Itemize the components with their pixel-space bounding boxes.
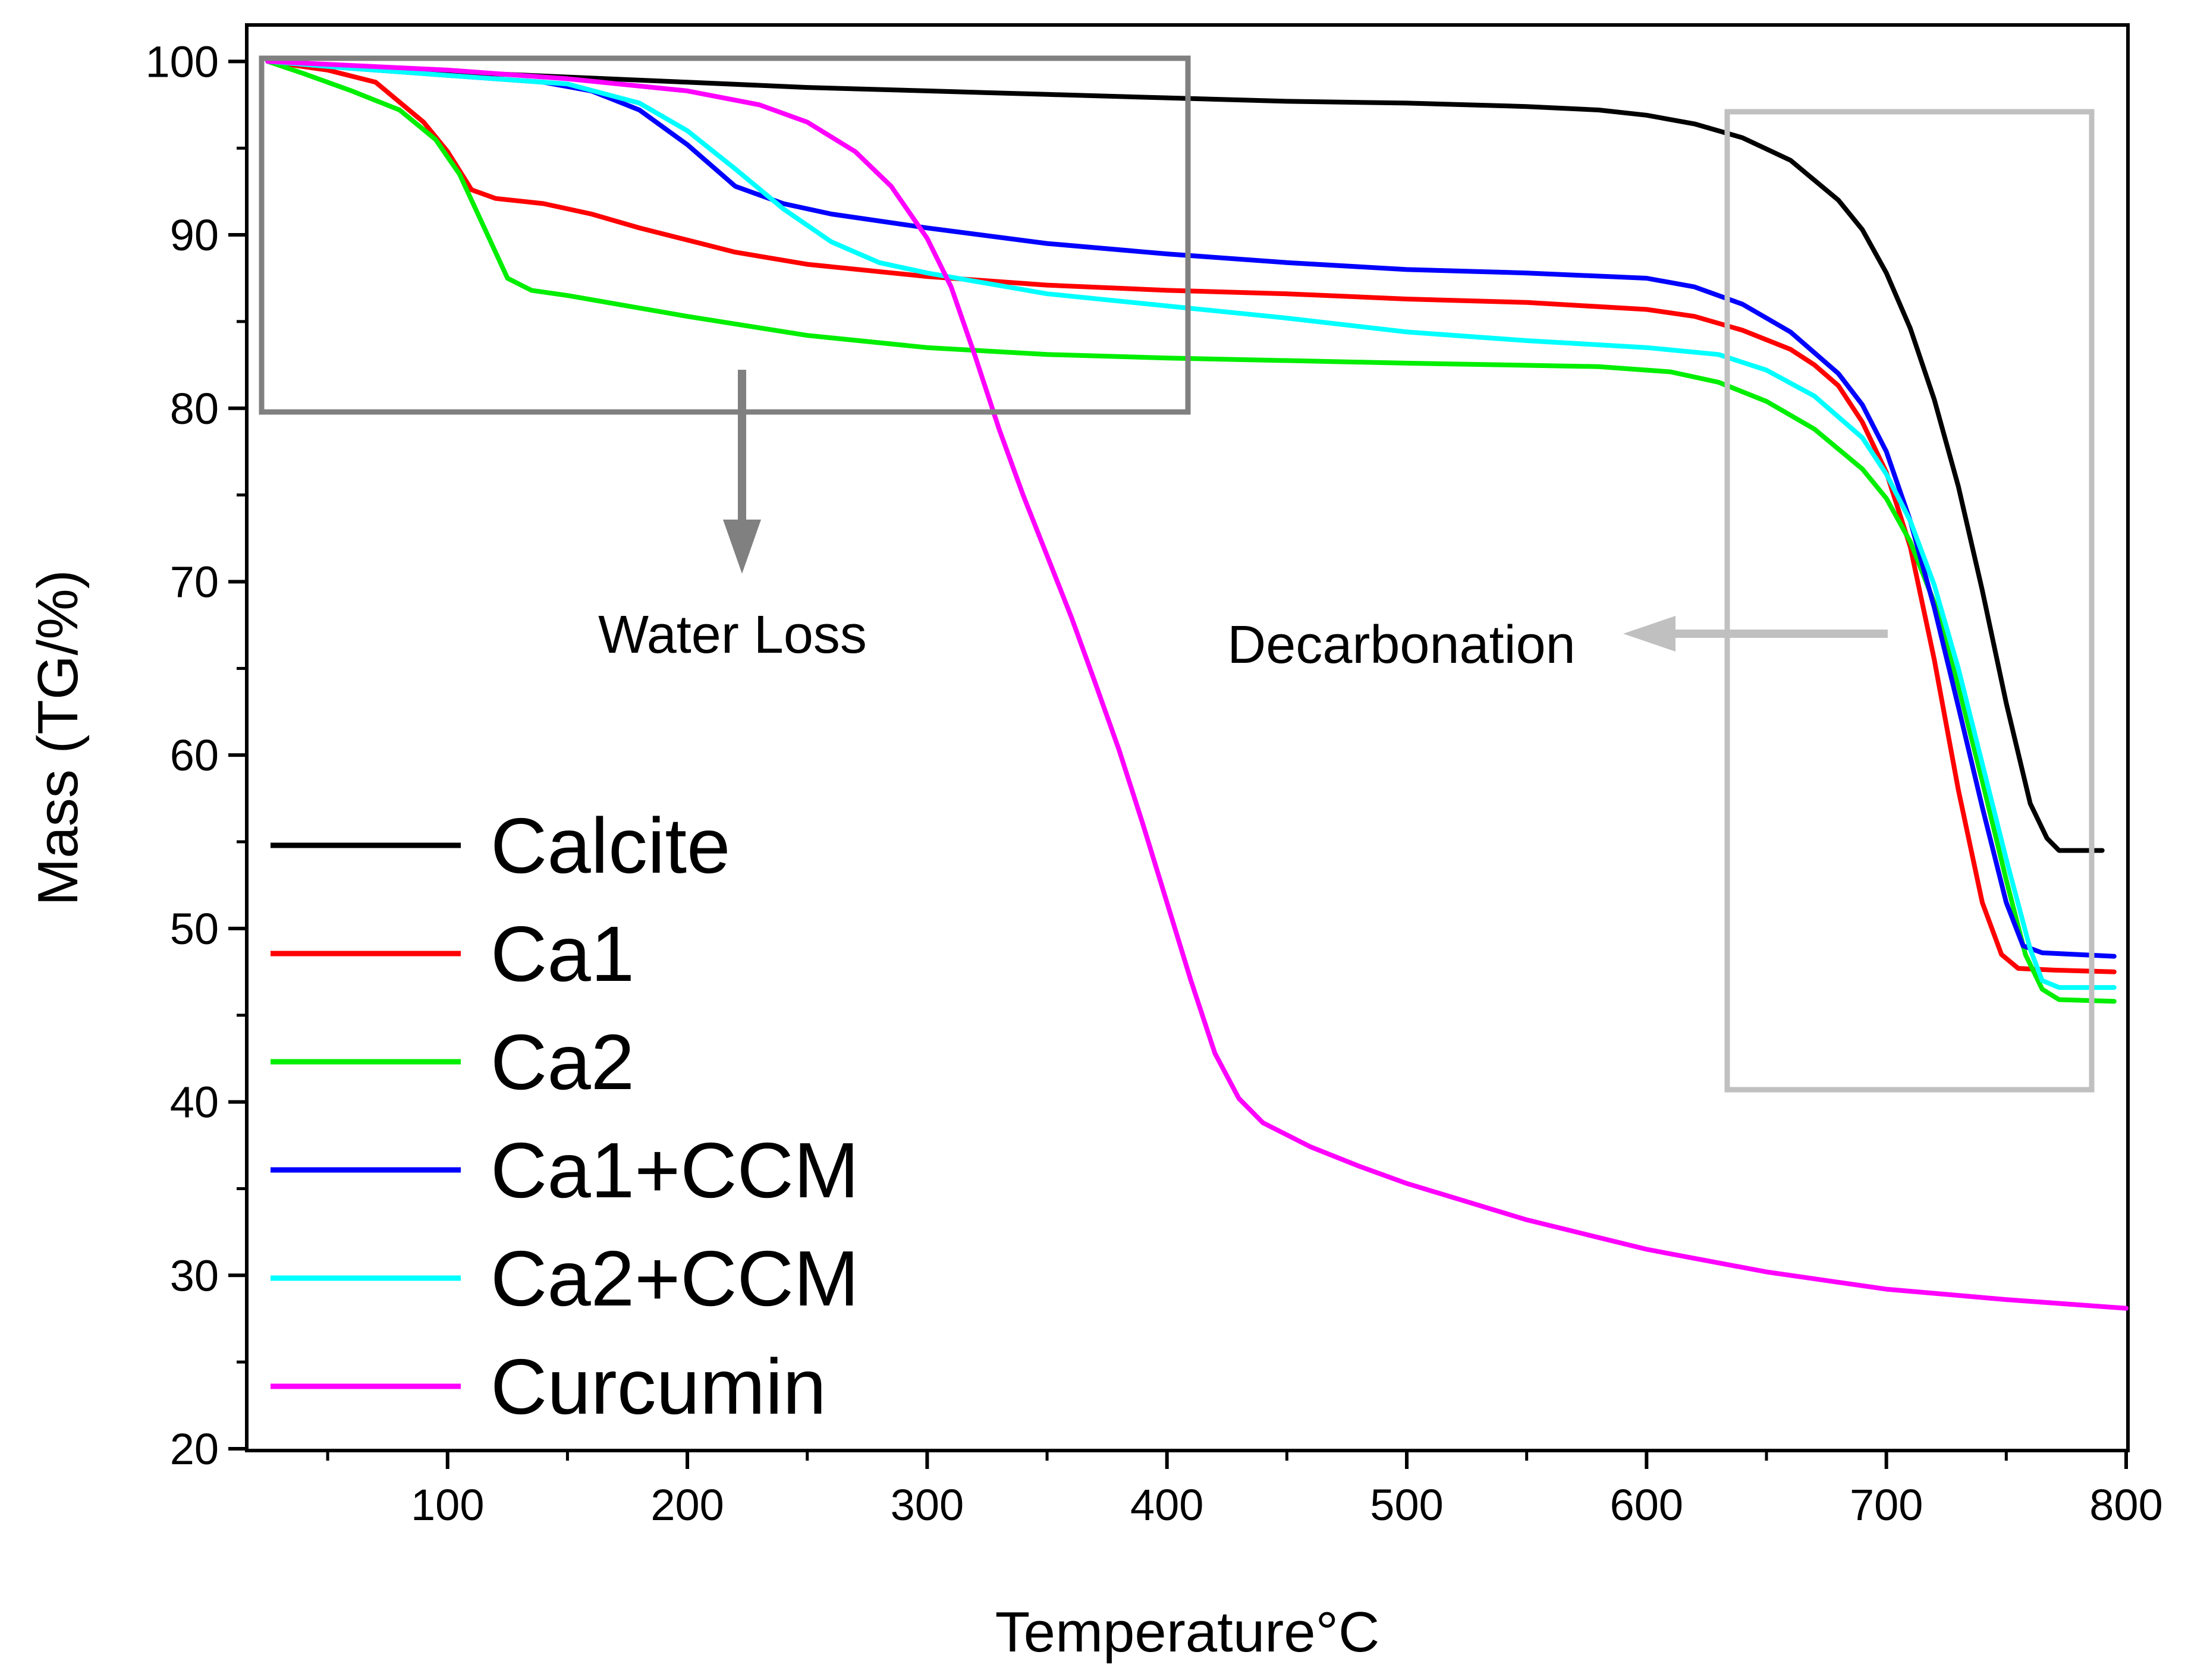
series-line-calcite — [265, 59, 2105, 853]
water-loss-box — [259, 55, 1191, 415]
legend: Calcite Ca1 Ca2 Ca1+CCM Ca2+CCM Curcumin — [271, 802, 859, 1430]
legend-label: Ca1+CCM — [491, 1127, 859, 1214]
x-tick-label: 200 — [650, 1480, 724, 1530]
series-line-curcumin — [265, 59, 2129, 1311]
y-tick-label: 60 — [170, 731, 219, 780]
legend-label: Curcumin — [491, 1343, 826, 1430]
series-lines — [265, 59, 2129, 1311]
legend-label: Ca2+CCM — [491, 1235, 859, 1322]
series-line-ca2 — [265, 59, 2117, 1004]
decarbonation-arrow-head — [1623, 616, 1675, 652]
y-tick-label: 50 — [170, 904, 219, 954]
y-tick-label: 70 — [170, 557, 219, 606]
y-tick-label: 30 — [170, 1251, 219, 1300]
x-axis-title: Temperature°C — [995, 1600, 1380, 1664]
y-axis-tick-labels: 20 30 40 50 60 70 80 90 100 — [146, 37, 219, 1474]
y-tick-label: 100 — [146, 37, 219, 86]
decarbonation-box — [1724, 109, 2095, 1093]
legend-label: Ca1 — [491, 910, 634, 998]
y-axis-ticks — [228, 59, 249, 1451]
y-tick-label: 90 — [170, 210, 219, 260]
series-line-ca1 — [265, 59, 2117, 974]
legend-label: Ca2 — [491, 1018, 634, 1106]
x-tick-label: 700 — [1850, 1480, 1923, 1530]
x-tick-label: 400 — [1130, 1480, 1203, 1530]
x-tick-label: 800 — [2089, 1480, 2162, 1530]
x-tick-label: 500 — [1370, 1480, 1443, 1530]
series-line-ca1-ccm — [265, 59, 2117, 959]
x-axis-ticks — [326, 1449, 2128, 1469]
water-loss-label: Water Loss — [598, 605, 867, 665]
legend-label: Calcite — [491, 802, 730, 889]
series-line-ca2-ccm — [265, 59, 2117, 990]
water-loss-arrow-head — [723, 520, 761, 574]
y-tick-label: 20 — [170, 1424, 219, 1474]
y-tick-label: 80 — [170, 384, 219, 433]
x-tick-label: 100 — [411, 1480, 484, 1530]
x-tick-label: 600 — [1610, 1480, 1683, 1530]
decarbonation-label: Decarbonation — [1227, 615, 1575, 675]
y-axis-title: Mass (TG/%) — [26, 570, 90, 905]
y-tick-label: 40 — [170, 1078, 219, 1127]
x-tick-label: 300 — [891, 1480, 964, 1530]
plot-area-frame — [245, 23, 2130, 1452]
x-axis-tick-labels: 100 200 300 400 500 600 700 800 — [411, 1480, 2163, 1530]
